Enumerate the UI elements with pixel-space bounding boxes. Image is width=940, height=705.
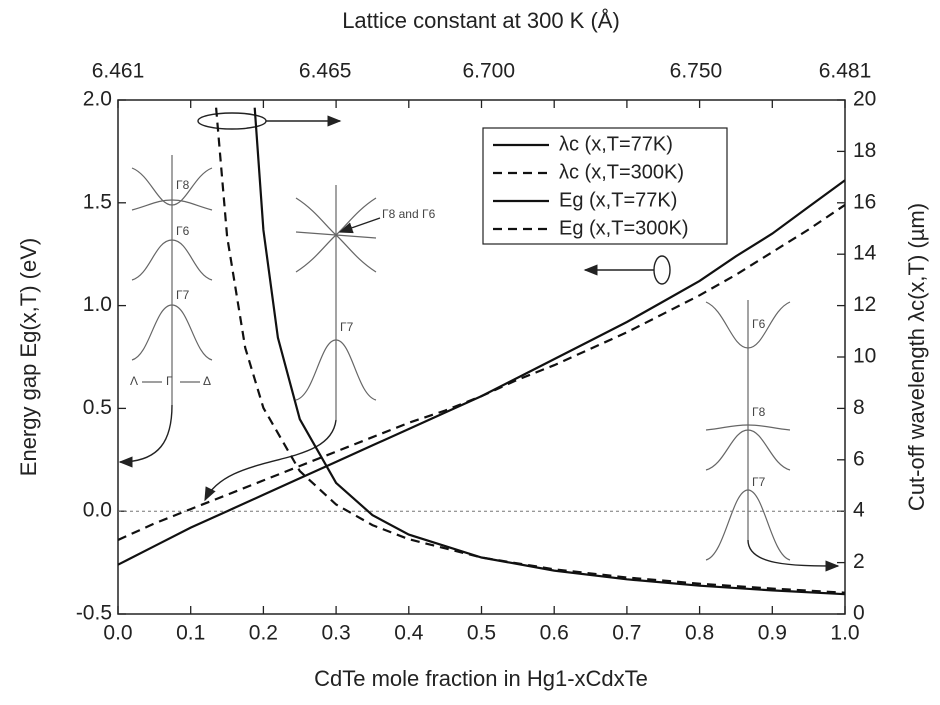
x-tick-label: 0.7: [612, 622, 641, 645]
x-tick-label: 0.5: [467, 622, 496, 645]
y-tick-label: 0.0: [83, 499, 112, 522]
x2-tick-label: 6.481: [819, 60, 872, 83]
series-line: [215, 107, 845, 594]
x-tick-label: 0.8: [685, 622, 714, 645]
y-tick-label: -0.5: [76, 602, 112, 625]
plot-lines: [118, 107, 845, 596]
x-tick-label: 0.0: [103, 622, 132, 645]
x-tick-label: 1.0: [830, 622, 859, 645]
y2-tick-label: 20: [853, 88, 876, 111]
y-tick-label: 0.5: [83, 396, 112, 419]
y2-tick-label: 8: [853, 396, 865, 419]
band-inset-left: Γ8 Γ6 Γ7 Λ Γ Δ: [118, 155, 213, 468]
band-label: Γ6: [752, 317, 766, 331]
y2-tick-label: 14: [853, 242, 877, 265]
y2-tick-label: 10: [853, 345, 876, 368]
series-line: [118, 179, 845, 566]
band-label: Γ7: [340, 320, 354, 334]
y2-tick-label: 4: [853, 499, 865, 522]
band-label: Γ8: [176, 178, 190, 192]
legend-label: Eg (x,T=300K): [559, 217, 689, 239]
y2-tick-label: 16: [853, 190, 876, 213]
legend-box: [482, 127, 728, 245]
x-axis-label: CdTe mole fraction in Hg1-xCdxTe: [314, 666, 648, 691]
y-axis-label: Energy gap Eg(x,T) (eV): [16, 238, 41, 476]
y2-tick-label: 12: [853, 293, 876, 316]
band-label: Γ8 and Γ6: [382, 207, 436, 221]
x2-tick-label: 6.700: [462, 60, 515, 83]
band-label: Γ8: [752, 405, 766, 419]
y2-tick-label: 6: [853, 447, 865, 470]
y2-tick-label: 18: [853, 139, 876, 162]
x-tick-label: 0.9: [758, 622, 787, 645]
axis-symbol: Δ: [203, 374, 211, 388]
top-axis-label: Lattice constant at 300 K (Å): [342, 8, 620, 33]
y2-axis-label: Cut-off wavelength λc(x,T) (µm): [904, 203, 929, 511]
y-tick-label: 1.5: [83, 190, 112, 213]
axis-symbol: Λ: [130, 374, 138, 388]
x-tick-label: 0.1: [176, 622, 205, 645]
y2-tick-label: 0: [853, 602, 865, 625]
legend-label: Eg (x,T=77K): [559, 189, 677, 211]
y-tick-label: 2.0: [83, 88, 112, 111]
x-tick-label: 0.4: [394, 622, 424, 645]
band-inset-right: Γ6 Γ8 Γ7: [705, 300, 840, 572]
x2-tick-label: 6.461: [92, 60, 145, 83]
legend-label: λc (x,T=77K): [559, 133, 673, 155]
legend-label: λc (x,T=300K): [559, 161, 684, 183]
band-inset-middle: Γ8 and Γ6 Γ7: [204, 185, 436, 502]
x2-tick-label: 6.465: [299, 60, 352, 83]
x-tick-label: 0.6: [540, 622, 569, 645]
y2-tick-label: 2: [853, 550, 865, 573]
series-line: [253, 107, 845, 596]
x-tick-label: 0.3: [321, 622, 350, 645]
x2-tick-label: 6.750: [670, 60, 723, 83]
plot-frame: [117, 99, 846, 615]
axis-pointers: [197, 112, 671, 285]
band-label: Γ7: [176, 288, 190, 302]
band-label: Γ6: [176, 224, 190, 238]
x-tick-label: 0.2: [249, 622, 278, 645]
y-tick-label: 1.0: [83, 293, 112, 316]
band-label: Γ7: [752, 475, 766, 489]
series-line: [118, 203, 845, 542]
axis-symbol: Γ: [166, 374, 173, 388]
